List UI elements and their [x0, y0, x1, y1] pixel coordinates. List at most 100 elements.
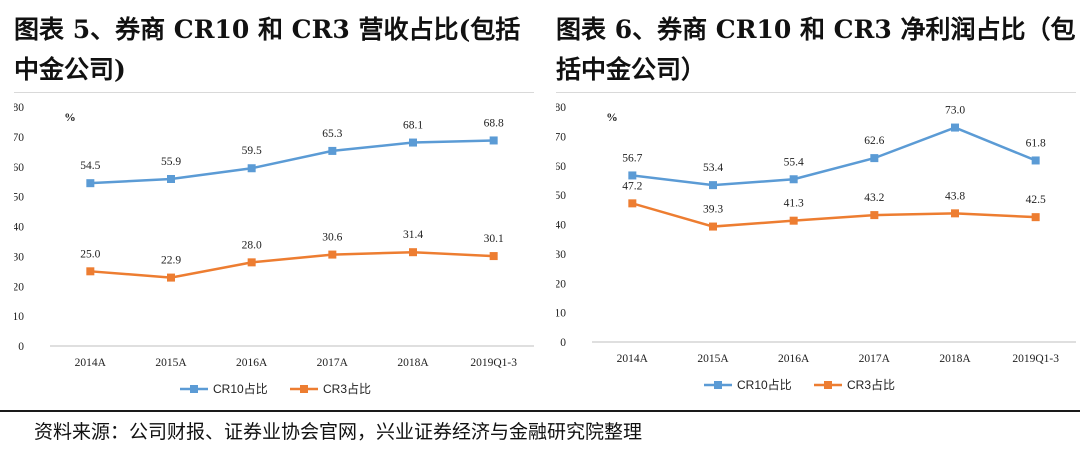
revenue-share-line-chart: 0 10 20 30 40 50 60 70 80% 2014A 2015A 2016A 2017A 20…	[14, 102, 534, 396]
legend-label: CR10占比	[213, 381, 268, 396]
y-tick-label: 10	[14, 311, 24, 323]
data-label: 56.7	[622, 152, 642, 164]
legend-label: CR3占比	[323, 381, 371, 396]
data-label: 73.0	[945, 105, 965, 117]
chart-panel-revenue-share: 0 10 20 30 40 50 60 70 80% 2014A 2015A 2016A 2017A 20…	[14, 92, 534, 406]
data-point	[709, 181, 717, 190]
x-tick-label: 2019Q1-3	[1012, 353, 1059, 365]
data-point	[489, 252, 498, 261]
series-line	[90, 250, 494, 279]
x-tick-label: 2017A	[317, 357, 349, 369]
y-tick-label: 60	[14, 162, 24, 174]
x-tick-label: 2016A	[778, 353, 810, 365]
legend-swatch-marker	[300, 385, 308, 393]
data-label: 39.3	[703, 204, 723, 216]
data-point	[489, 136, 498, 145]
y-tick-label: 40	[556, 220, 566, 232]
y-tick-label: 30	[556, 249, 566, 261]
y-tick-label: 30	[14, 251, 24, 263]
data-point	[167, 174, 175, 183]
data-label: 22.9	[161, 255, 181, 267]
y-tick-label: 50	[556, 190, 566, 202]
x-tick-label: 2018A	[939, 353, 971, 365]
y-tick-label: 70	[14, 132, 24, 144]
data-point	[409, 138, 417, 147]
data-point	[789, 216, 798, 225]
y-tick-label: 20	[14, 281, 24, 293]
data-label: 25.0	[80, 248, 100, 260]
data-point	[870, 211, 879, 220]
data-label: 53.4	[703, 162, 723, 174]
data-label: 42.5	[1026, 194, 1046, 206]
data-label: 61.8	[1026, 137, 1046, 149]
data-point	[1031, 156, 1040, 165]
data-label: 47.2	[622, 180, 642, 192]
data-point	[628, 171, 637, 180]
data-label: 30.6	[322, 232, 342, 244]
x-tick-label: 2019Q1-3	[470, 357, 517, 369]
footer-divider	[0, 410, 1080, 412]
chart-title-left: 图表 5、券商 CR10 和 CR3 营收占比(包括中金公司)	[14, 15, 521, 84]
x-tick-label: 2018A	[397, 357, 429, 369]
chart-panel-profit-share: 0 10 20 30 40 50 60 70 80% 2014A 2015A 2016A 2017A 20…	[556, 92, 1076, 406]
x-tick-label: 2017A	[859, 353, 891, 365]
data-label: 43.8	[945, 190, 965, 202]
data-point	[247, 164, 256, 173]
data-point	[789, 175, 798, 184]
data-label: 59.5	[242, 145, 262, 157]
series-line	[90, 139, 494, 185]
data-label: 68.8	[484, 117, 504, 129]
data-label: 54.5	[80, 160, 100, 172]
y-tick-label: 0	[560, 337, 566, 349]
x-tick-label: 2015A	[697, 353, 729, 365]
legend-swatch-marker	[824, 381, 832, 389]
legend-label: CR3占比	[847, 377, 895, 392]
series-line	[632, 126, 1037, 187]
y-tick-label: 10	[556, 308, 566, 320]
data-point	[86, 267, 95, 276]
data-label: 31.4	[403, 229, 423, 241]
data-point	[709, 222, 717, 231]
series-line	[631, 202, 1036, 228]
x-tick-label: 2014A	[617, 353, 649, 365]
data-label: 62.6	[864, 135, 884, 147]
data-label: 28.0	[242, 239, 262, 251]
y-tick-label: 80	[556, 102, 566, 114]
data-label: 55.9	[161, 156, 181, 168]
data-point	[167, 273, 175, 282]
legend-swatch-marker	[190, 385, 198, 393]
x-tick-label: 2014A	[75, 357, 107, 369]
data-point	[628, 199, 637, 208]
profit-share-line-chart: 0 10 20 30 40 50 60 70 80% 2014A 2015A 2016A 2017A 20…	[556, 102, 1076, 392]
y-tick-label: 20	[556, 278, 566, 290]
legend-swatch-marker	[714, 381, 722, 389]
data-point	[328, 250, 337, 259]
y-tick-label: 0	[18, 341, 24, 353]
y-unit-label: %	[606, 112, 618, 124]
legend-label: CR10占比	[737, 377, 792, 392]
data-point	[951, 209, 959, 218]
chart-title-right: 图表 6、券商 CR10 和 CR3 净利润占比（包括中金公司）	[556, 15, 1076, 84]
y-tick-label: 50	[14, 192, 24, 204]
data-point	[86, 179, 95, 188]
data-point	[328, 146, 337, 155]
data-label: 55.4	[784, 156, 804, 168]
data-point	[1031, 213, 1040, 222]
data-point	[870, 154, 879, 163]
y-tick-label: 60	[556, 161, 566, 173]
y-tick-label: 40	[14, 222, 24, 234]
data-point	[247, 258, 256, 267]
data-label: 65.3	[322, 128, 342, 140]
data-point	[409, 248, 417, 257]
y-unit-label: %	[64, 112, 76, 124]
data-label: 68.1	[403, 120, 423, 132]
y-tick-label: 70	[556, 131, 566, 143]
source-note: 资料来源：公司财报、证券业协会官网，兴业证券经济与金融研究院整理	[34, 421, 643, 443]
data-label: 41.3	[784, 198, 804, 210]
data-point	[951, 123, 959, 132]
data-label: 30.1	[484, 233, 504, 245]
y-tick-label: 80	[14, 102, 24, 114]
x-tick-label: 2016A	[236, 357, 268, 369]
data-label: 43.2	[864, 192, 884, 204]
x-tick-label: 2015A	[155, 357, 187, 369]
